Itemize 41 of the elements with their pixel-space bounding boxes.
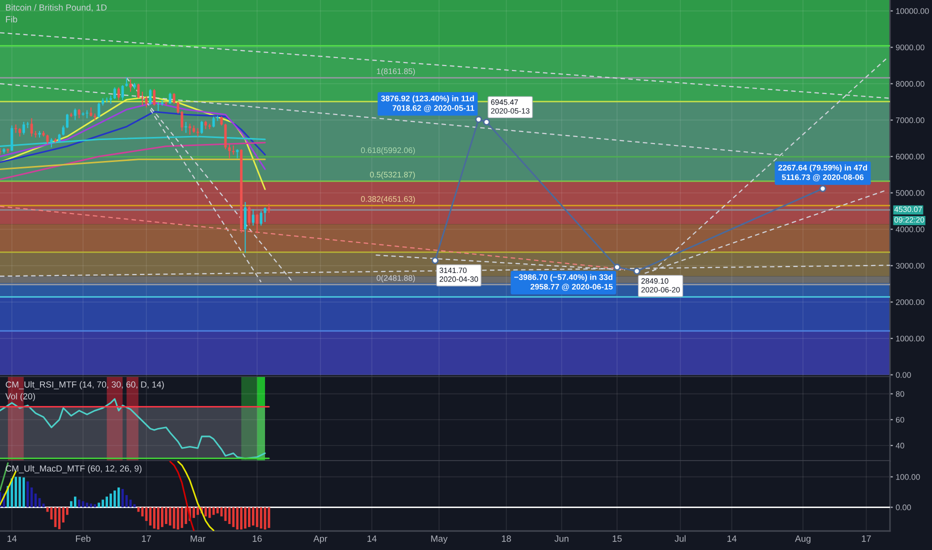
x-tick-label: 16 bbox=[252, 535, 262, 542]
chart-title: Bitcoin / British Pound, 1D bbox=[6, 4, 107, 12]
y-tick-label: 0.00 bbox=[896, 372, 911, 378]
x-tick-label: Feb bbox=[76, 535, 90, 542]
text: Fib bbox=[6, 16, 18, 22]
annotation: 1(8161.85) bbox=[376, 68, 415, 76]
data-label: 2267.64 (79.59%) in 47d 5116.73 @ 2020-08-06 bbox=[778, 164, 868, 182]
x-tick-label: Jul bbox=[674, 535, 686, 542]
y-tick-label: 0.00 bbox=[896, 504, 911, 510]
x-tick-label: 18 bbox=[502, 535, 511, 542]
y-tick-label: 3000.00 bbox=[896, 262, 924, 269]
y-tick-label: 2000.00 bbox=[896, 299, 924, 306]
y-tick-label: 10000.00 bbox=[896, 8, 929, 14]
y-tick-label: 1000.00 bbox=[896, 336, 924, 342]
x-tick-label: 15 bbox=[612, 536, 622, 542]
y-tick-label: 40 bbox=[896, 442, 904, 448]
data-label: 3876.92 (123.40%) in 11d 7018.62 @ 2020-05-11 bbox=[381, 95, 474, 112]
y-tick-label: 9000.00 bbox=[896, 44, 924, 50]
x-tick-label: 14 bbox=[8, 536, 17, 542]
data-label: −3986.70 (−57.40%) in 33d 2958.77 @ 2020-06-15 bbox=[514, 274, 613, 291]
annotation: 0(2481.88) bbox=[376, 274, 415, 282]
annotation: 0.5(5321.87) bbox=[370, 172, 415, 180]
annotation: 0.618(5992.06) bbox=[361, 147, 415, 155]
x-tick-label: 17 bbox=[142, 536, 151, 542]
x-tick-label: Aug bbox=[794, 536, 810, 544]
x-tick-label: 17 bbox=[862, 536, 871, 542]
x-tick-label: 14 bbox=[367, 536, 377, 542]
y-tick-label: 8000.00 bbox=[896, 80, 924, 87]
x-tick-label: 14 bbox=[727, 536, 737, 542]
y-tick-label: 6000.00 bbox=[896, 154, 924, 160]
y-tick-label: 100.00 bbox=[896, 474, 920, 480]
x-tick-label: Jun bbox=[554, 536, 568, 542]
y-tick-label: 80 bbox=[896, 391, 904, 397]
x-tick-label: Mar bbox=[190, 536, 206, 542]
y-tick-label: 7000.00 bbox=[896, 117, 924, 124]
x-tick-label: May bbox=[431, 536, 448, 544]
y-tick-label: 5000.00 bbox=[896, 190, 924, 196]
annotation: 0.382(4651.63) bbox=[361, 196, 415, 204]
y-tick-label: 60 bbox=[896, 416, 904, 423]
y-tick-label: 4000.00 bbox=[896, 226, 924, 232]
x-tick-label: Apr bbox=[313, 536, 328, 544]
